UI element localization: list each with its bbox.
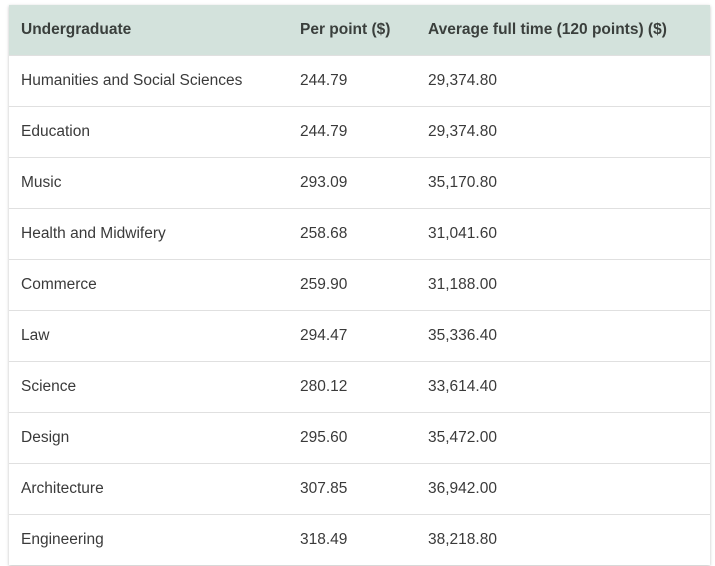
table-row: Music 293.09 35,170.80: [9, 157, 710, 209]
table-row: Commerce 259.90 31,188.00: [9, 259, 710, 311]
table-cell: Architecture: [9, 463, 288, 515]
table-cell: 36,942.00: [416, 463, 710, 515]
header-cell: Per point ($): [288, 5, 416, 56]
table-cell: 29,374.80: [416, 106, 710, 158]
table-cell: 259.90: [288, 259, 416, 311]
table-row: Law 294.47 35,336.40: [9, 310, 710, 362]
table-row: Health and Midwifery 258.68 31,041.60: [9, 208, 710, 260]
table-cell: 35,170.80: [416, 157, 710, 209]
table-cell: 29,374.80: [416, 55, 710, 107]
table-cell: Science: [9, 361, 288, 413]
table-cell: Design: [9, 412, 288, 464]
table-container: Undergraduate Per point ($) Average full t…: [9, 5, 710, 565]
table-head: Undergraduate Per point ($) Average full t…: [9, 5, 710, 56]
table-cell: 280.12: [288, 361, 416, 413]
table-cell: 35,472.00: [416, 412, 710, 464]
table-cell: 258.68: [288, 208, 416, 260]
header-cell: Average full time (120 points) ($): [416, 5, 710, 56]
table-cell: 318.49: [288, 514, 416, 565]
table-cell: 31,188.00: [416, 259, 710, 311]
table-row: Design 295.60 35,472.00: [9, 412, 710, 464]
table-row: Education 244.79 29,374.80: [9, 106, 710, 158]
table-cell: Education: [9, 106, 288, 158]
table-row: Engineering 318.49 38,218.80: [9, 514, 710, 565]
table-cell: 293.09: [288, 157, 416, 209]
table-cell: 244.79: [288, 106, 416, 158]
header-cell: Undergraduate: [9, 5, 288, 56]
fees-table: Undergraduate Per point ($) Average full t…: [9, 5, 710, 565]
table-cell: Engineering: [9, 514, 288, 565]
table-cell: 35,336.40: [416, 310, 710, 362]
header-row: Undergraduate Per point ($) Average full t…: [9, 5, 710, 56]
table-row: Humanities and Social Sciences 244.79 29,3…: [9, 55, 710, 107]
table-cell: Health and Midwifery: [9, 208, 288, 260]
table-body: Humanities and Social Sciences 244.79 29,3…: [9, 55, 710, 565]
table-cell: 307.85: [288, 463, 416, 515]
table-cell: 295.60: [288, 412, 416, 464]
table-cell: Law: [9, 310, 288, 362]
table-cell: Commerce: [9, 259, 288, 311]
table-cell: 38,218.80: [416, 514, 710, 565]
table-cell: 31,041.60: [416, 208, 710, 260]
table-cell: 294.47: [288, 310, 416, 362]
table-cell: Music: [9, 157, 288, 209]
table-cell: 33,614.40: [416, 361, 710, 413]
table-cell: 244.79: [288, 55, 416, 107]
table-row: Science 280.12 33,614.40: [9, 361, 710, 413]
table-row: Architecture 307.85 36,942.00: [9, 463, 710, 515]
table-cell: Humanities and Social Sciences: [9, 55, 288, 107]
